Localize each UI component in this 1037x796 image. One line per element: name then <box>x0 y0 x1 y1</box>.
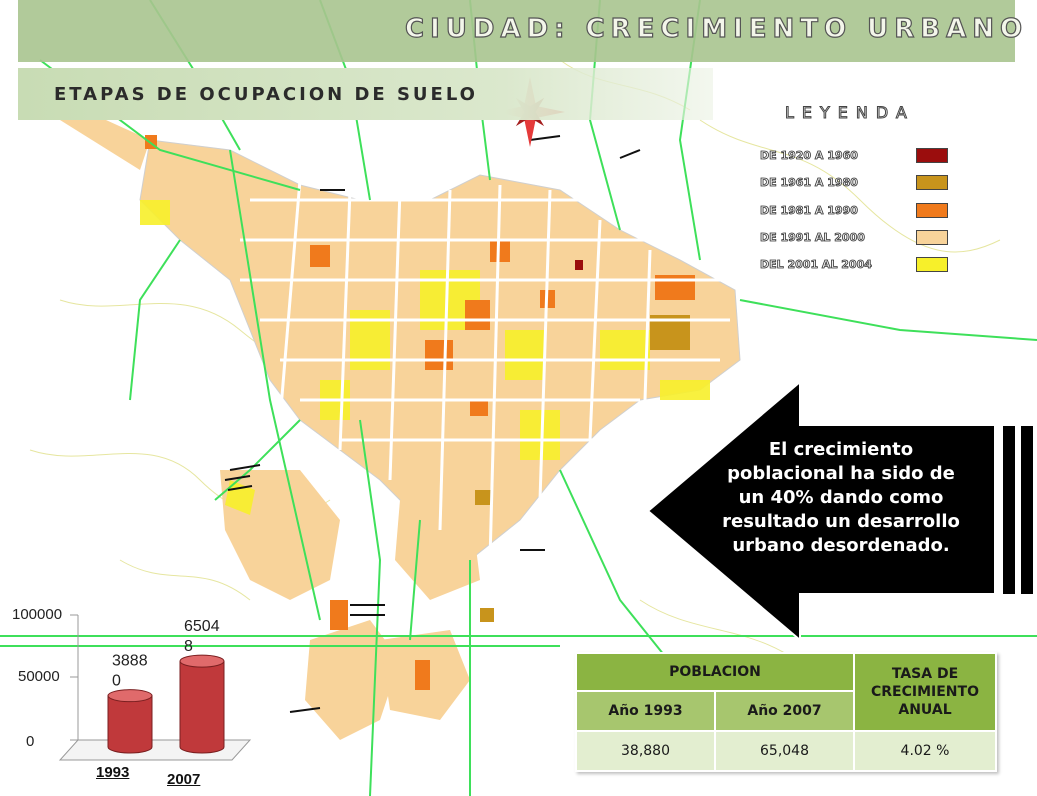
legend-item: DE 1920 A 1960 <box>760 146 948 164</box>
page-title: CIUDAD: CRECIMIENTO URBANO <box>404 13 1029 44</box>
legend-swatch <box>916 174 948 190</box>
data-label: 3888 0 <box>112 653 148 690</box>
data-label: 6504 8 <box>184 618 220 655</box>
bar-2007 <box>179 654 225 754</box>
header-tasa: TASA DE CRECIMIENTO ANUAL <box>853 652 997 732</box>
y-tick-label: 100000 <box>12 606 63 623</box>
legend-title: LEYENDA <box>785 103 915 123</box>
cell-pop-1993: 38,880 <box>575 730 716 772</box>
legend-item: DE 1961 A 1980 <box>760 173 948 191</box>
legend-label: DE 1981 A 1990 <box>760 203 859 217</box>
y-tick-label: 50000 <box>18 668 60 685</box>
x-tick-label: 1993 <box>96 764 130 781</box>
cell-growth-rate: 4.02 % <box>853 730 997 772</box>
legend-swatch <box>916 202 948 218</box>
legend-swatch <box>916 256 948 272</box>
legend-item: DE 1981 A 1990 <box>760 201 948 219</box>
bar-1993 <box>107 689 153 754</box>
callout-text: El crecimiento poblacional ha sido de un… <box>722 439 960 556</box>
legend-item: DE 1991 AL 2000 <box>760 228 948 246</box>
population-table: POBLACION TASA DE CRECIMIENTO ANUAL Año … <box>575 652 997 772</box>
subtitle-band <box>18 68 713 120</box>
cell-pop-2007: 65,048 <box>714 730 855 772</box>
legend-item: DEL 2001 AL 2004 <box>760 255 948 273</box>
y-tick-label: 0 <box>26 733 35 750</box>
legend-label: DE 1920 A 1960 <box>760 148 859 162</box>
header-year-2007: Año 2007 <box>714 690 855 732</box>
page-subtitle: ETAPAS DE OCUPACION DE SUELO <box>54 84 478 105</box>
legend-swatch <box>916 147 948 163</box>
callout-arrow <box>646 379 1035 643</box>
legend-label: DE 1961 A 1980 <box>760 175 859 189</box>
population-bar-chart: 3888 0 6504 8 <box>58 614 252 761</box>
legend-label: DE 1991 AL 2000 <box>760 230 866 244</box>
x-tick-label: 2007 <box>167 771 201 788</box>
legend-label: DEL 2001 AL 2004 <box>760 257 873 271</box>
title-band <box>18 0 1015 62</box>
legend-swatch <box>916 229 948 245</box>
header-poblacion: POBLACION <box>575 652 855 692</box>
header-year-1993: Año 1993 <box>575 690 716 732</box>
